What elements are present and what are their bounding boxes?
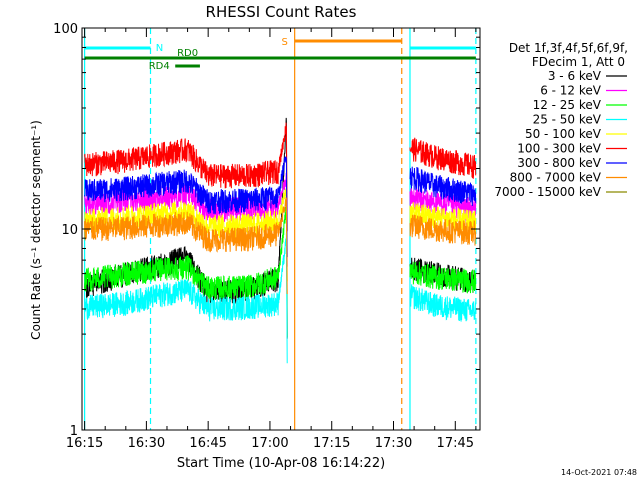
legend-label-0: 3 - 6 keV <box>548 69 602 83</box>
series-line-6-part-0 <box>84 156 288 258</box>
series-line-7-part-1 <box>409 214 477 246</box>
series-lines <box>84 117 477 364</box>
legend-label-1: 6 - 12 keV <box>540 84 602 98</box>
series-line-5-part-1 <box>409 137 477 179</box>
flag-bars: N S RD0 RD4 <box>84 37 476 72</box>
x-tick-label-1: 16:30 <box>128 436 165 451</box>
series-line-3-part-1 <box>409 284 477 322</box>
series-line-5-part-0 <box>84 122 288 232</box>
legend-label-8: 7000 - 15000 keV <box>494 185 601 199</box>
legend: Det 1f,3f,4f,5f,6f,9f, FDecim 1, Att 0 3… <box>494 41 628 199</box>
y-tick-label-2: 100 <box>53 22 78 37</box>
y-tick-label-1: 10 <box>61 223 78 238</box>
legend-label-7: 800 - 7000 keV <box>510 171 602 185</box>
legend-label-6: 300 - 800 keV <box>517 156 601 170</box>
timestamp: 14-Oct-2021 07:48 <box>561 468 637 477</box>
x-tick-label-4: 17:15 <box>313 436 350 451</box>
x-tick-label-5: 17:30 <box>375 436 412 451</box>
x-tick-label-0: 16:15 <box>66 436 103 451</box>
series-line-2-part-0 <box>84 206 288 338</box>
legend-title-line-2: FDecim 1, Att 0 <box>532 55 625 69</box>
chart-title: RHESSI Count Rates <box>206 3 357 21</box>
legend-label-4: 50 - 100 keV <box>525 127 602 141</box>
x-tick-label-2: 16:45 <box>189 436 226 451</box>
x-tick-label-3: 17:00 <box>251 436 288 451</box>
y-tick-label-0: 1 <box>70 424 78 439</box>
series-line-6-part-1 <box>409 166 477 207</box>
x-tick-label-6: 17:45 <box>437 436 474 451</box>
x-axis-label: Start Time (10-Apr-08 16:14:22) <box>177 456 385 471</box>
series-line-2-part-1 <box>409 261 477 294</box>
legend-title-line-1: Det 1f,3f,4f,5f,6f,9f, <box>509 41 628 55</box>
axes: 16:15 16:30 16:45 17:00 17:15 17:30 17:45 1 10 10… <box>53 22 480 451</box>
y-axis-label: Count Rate (s⁻¹ detector segment⁻¹) <box>29 120 43 340</box>
flag-label-rd4: RD4 <box>149 61 170 72</box>
legend-label-3: 25 - 50 keV <box>533 113 602 127</box>
flag-label-rd0: RD0 <box>177 48 198 59</box>
legend-label-5: 100 - 300 keV <box>517 142 601 156</box>
series-line-7-part-0 <box>84 197 288 295</box>
flag-label-n: N <box>156 43 163 54</box>
flag-label-s: S <box>281 37 287 48</box>
series-line-3-part-0 <box>84 232 288 364</box>
legend-label-2: 12 - 25 keV <box>533 98 602 112</box>
